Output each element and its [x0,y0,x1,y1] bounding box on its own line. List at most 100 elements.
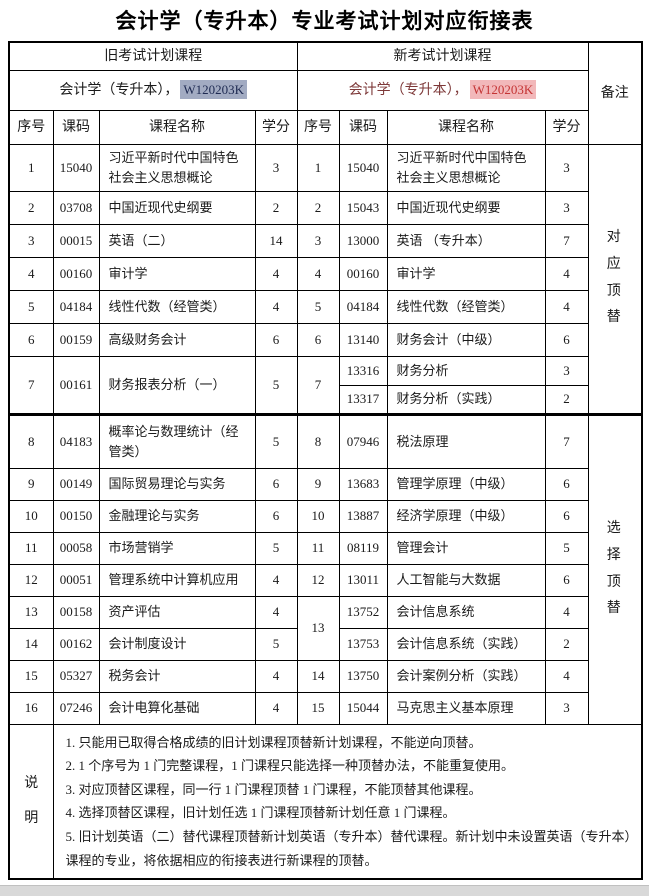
old-seq-cell: 13 [8,595,54,629]
new-credit-cell: 3 [544,691,589,725]
new-code-cell: 15044 [338,691,388,725]
old-seq-cell: 9 [8,467,54,501]
old-name-cell: 管理系统中计算机应用 [98,563,256,597]
new-seq-cell: 15 [296,691,340,725]
old-code-cell: 00149 [52,467,100,501]
new-credit-cell: 6 [544,467,589,501]
table-row: 9 00149 国际贸易理论与实务 6 9 13683 管理学原理（中级） 6 [8,467,642,501]
new-name-cell: 管理学原理（中级） [386,467,546,501]
old-name-cell: 习近平新时代中国特色社会主义思想概论 [98,143,256,192]
old-seq-cell: 2 [8,190,54,225]
old-credit-cell: 5 [254,531,298,565]
old-credit-cell: 14 [254,223,298,258]
new-name-cell: 经济学原理（中级） [386,499,546,533]
notes-label-text: 说明 [24,776,39,827]
page-bottom-strip [0,885,649,896]
new-code-cell: 04184 [338,289,388,324]
old-code-cell: 00159 [52,322,100,357]
old-seq-cell: 3 [8,223,54,258]
old-name-cell: 财务报表分析（一） [98,355,256,415]
new-name-cell: 审计学 [386,256,546,291]
new-seq-cell: 12 [296,563,340,597]
old-name-cell: 英语（二） [98,223,256,258]
old-credit-cell: 4 [254,659,298,693]
new-credit-cell: 3 [544,143,589,192]
new-major-name: 会计学（专升本）， [348,82,468,98]
notes-row: 说明 1. 只能用已取得合格成绩的旧计划课程顶替新计划课程，不能逆向顶替。 2.… [8,723,643,880]
new-code-cell: 13317 [338,384,388,415]
old-seq-cell: 10 [8,499,54,533]
new-code-cell: 13011 [338,563,388,597]
old-name-cell: 国际贸易理论与实务 [98,467,256,501]
table-row: 8 04183 概率论与数理统计（经管类） 5 8 07946 税法原理 7 选… [8,412,643,725]
new-credit-cell: 6 [544,322,589,357]
new-credit-cell: 2 [544,384,589,415]
old-code-cell: 03708 [52,190,100,225]
col-header-name: 课程名称 [98,109,256,145]
old-credit-cell: 4 [254,691,298,725]
old-credit-cell: 6 [254,499,298,533]
new-name-cell: 财务分析（实践） [386,384,546,415]
note-item: 3. 对应顶替区课程，同一行 1 门课程顶替 1 门课程，不能顶替其他课程。 [65,781,482,797]
col-header-code: 课码 [338,109,388,145]
new-code-cell: 13752 [338,595,388,629]
old-seq-cell: 12 [8,563,54,597]
col-header-code: 课码 [52,109,100,145]
new-plan-header: 新考试计划课程 [296,41,589,71]
old-credit-cell: 6 [254,322,298,357]
new-code-cell: 08119 [338,531,388,565]
new-name-cell: 财务分析 [386,355,546,386]
old-code-cell: 00158 [52,595,100,629]
old-seq-cell: 6 [8,322,54,357]
new-name-cell: 税法原理 [386,412,546,469]
new-seq-cell: 11 [296,531,340,565]
old-seq-cell: 7 [8,355,54,415]
old-name-cell: 线性代数（经管类） [98,289,256,324]
new-seq-cell: 2 [296,190,340,225]
table-row: 7 00161 财务报表分析（一） 5 7 13316 财务分析 3 [8,355,642,415]
old-name-cell: 高级财务会计 [98,322,256,357]
col-header-credit: 学分 [544,109,589,145]
old-seq-cell: 15 [8,659,54,693]
old-major-cell: 会计学（专升本）， W120203K [8,69,298,111]
table-row: 会计学（专升本）， W120203K 会计学（专升本）， W120203K [8,69,642,111]
new-credit-cell: 2 [544,627,589,661]
old-name-cell: 中国近现代史纲要 [98,190,256,225]
old-name-cell: 概率论与数理统计（经管类） [98,412,256,469]
new-code-cell: 13000 [338,223,388,258]
table-row: 13317 财务分析（实践） 2 [9,384,642,415]
old-name-cell: 会计制度设计 [98,627,256,661]
new-code-cell: 00160 [338,256,388,291]
old-major-code-highlight: W120203K [180,79,248,99]
new-seq-cell: 3 [296,223,340,258]
old-name-cell: 审计学 [98,256,256,291]
table-row: 1 15040 习近平新时代中国特色社会主义思想概论 3 1 15040 习近平… [8,143,643,415]
new-code-cell: 13683 [338,467,388,501]
new-seq-cell: 1 [296,143,340,192]
new-code-cell: 15043 [338,190,388,225]
old-code-cell: 00160 [52,256,100,291]
new-code-cell: 13316 [338,355,388,386]
table-row: 10 00150 金融理论与实务 6 10 13887 经济学原理（中级） 6 [8,499,642,533]
note-item: 1. 只能用已取得合格成绩的旧计划课程顶替新计划课程，不能逆向顶替。 [65,734,482,750]
old-name-cell: 税务会计 [98,659,256,693]
new-credit-cell: 4 [544,595,589,629]
note-item: 2. 1 个序号为 1 门完整课程，1 门课程只能选择一种顶替办法，不能重复使用… [65,758,515,774]
new-credit-cell: 7 [544,223,589,258]
new-name-cell: 习近平新时代中国特色社会主义思想概论 [386,143,546,192]
table-row: 3 00015 英语（二） 14 3 13000 英语 （专升本） 7 [8,223,642,258]
new-seq-cell: 4 [296,256,340,291]
old-credit-cell: 2 [254,190,298,225]
old-code-cell: 00161 [52,355,100,415]
new-name-cell: 人工智能与大数据 [386,563,546,597]
old-name-cell: 会计电算化基础 [98,691,256,725]
old-credit-cell: 4 [254,563,298,597]
new-name-cell: 马克思主义基本原理 [386,691,546,725]
table-row: 11 00058 市场营销学 5 11 08119 管理会计 5 [8,531,642,565]
old-code-cell: 07246 [52,691,100,725]
remark-selective-label: 选择顶替 [606,521,623,617]
old-name-cell: 金融理论与实务 [98,499,256,533]
new-major-cell: 会计学（专升本）， W120203K [296,69,589,111]
old-seq-cell: 8 [8,412,54,469]
